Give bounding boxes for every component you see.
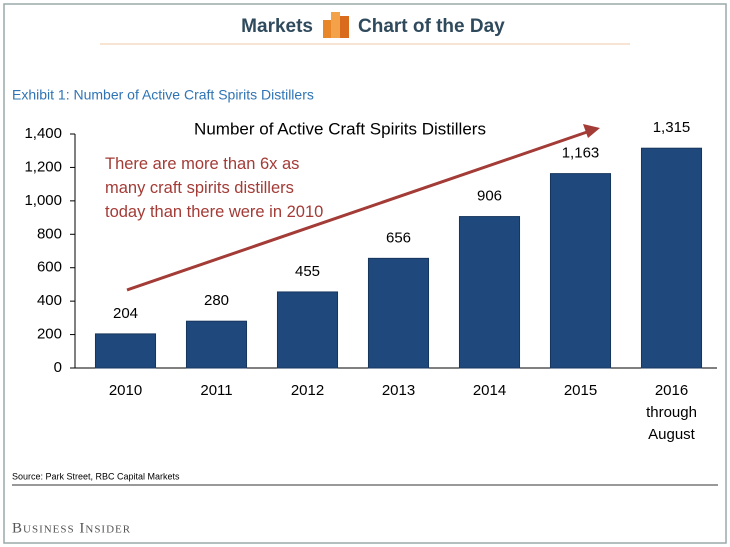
y-tick-label: 400 <box>37 292 62 309</box>
x-tick-label: 2013 <box>381 382 416 399</box>
x-tick-label: 2016 through August <box>646 382 697 443</box>
chart-title: Number of Active Craft Spirits Distiller… <box>194 119 486 138</box>
y-tick-label: 1,000 <box>24 192 62 209</box>
bar <box>640 147 703 369</box>
x-tick-label: 2012 <box>290 382 325 399</box>
arrow-head <box>583 124 600 138</box>
value-label: 204 <box>113 305 138 322</box>
brand: Business Insider <box>12 520 131 536</box>
y-tick-label: 0 <box>54 359 62 376</box>
value-label: 656 <box>386 229 411 246</box>
exhibit-title: Exhibit 1: Number of Active Craft Spirit… <box>12 87 314 103</box>
x-tick-label: 2011 <box>200 382 233 399</box>
value-label: 280 <box>204 292 229 309</box>
bar <box>458 216 521 369</box>
header-right: Chart of the Day <box>358 16 505 37</box>
bar <box>276 291 339 369</box>
x-tick-label: 2010 <box>108 382 143 399</box>
x-tick-label: 2014 <box>472 382 507 399</box>
bar <box>94 333 157 369</box>
header-icon <box>323 12 349 38</box>
value-label: 906 <box>477 188 502 205</box>
bar <box>549 173 612 369</box>
y-tick-label: 200 <box>37 326 62 343</box>
frame <box>3 3 727 544</box>
value-label: 1,315 <box>653 119 691 136</box>
bar <box>367 257 430 369</box>
y-tick-label: 1,400 <box>24 125 62 142</box>
x-tick-label: 2015 <box>563 382 598 399</box>
header-left: Markets <box>241 16 313 37</box>
source: Source: Park Street, RBC Capital Markets <box>12 471 180 481</box>
bar <box>185 320 248 369</box>
annotation: There are more than 6x as many craft spi… <box>105 155 324 221</box>
y-tick-label: 1,200 <box>24 158 62 175</box>
value-label: 1,163 <box>562 145 600 162</box>
y-tick-label: 800 <box>37 225 62 242</box>
y-tick-label: 600 <box>37 259 62 276</box>
value-label: 455 <box>295 263 320 280</box>
trend-arrow <box>126 129 591 292</box>
